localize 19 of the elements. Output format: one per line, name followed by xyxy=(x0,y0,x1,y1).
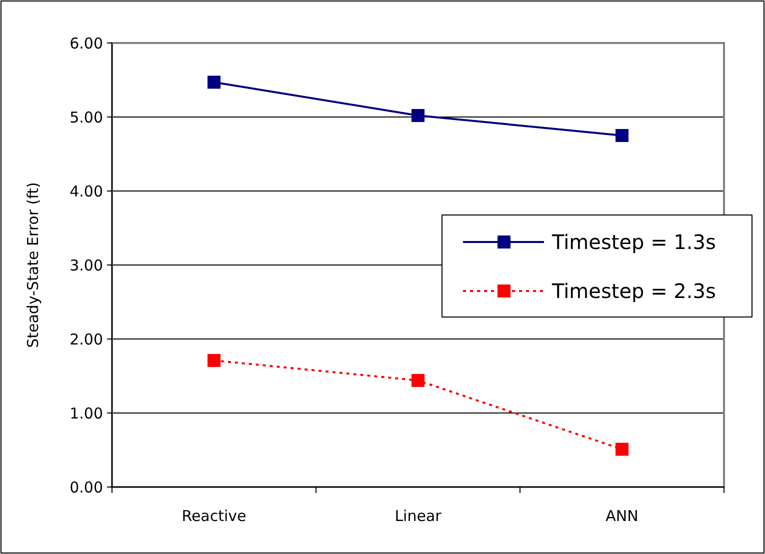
point xyxy=(412,374,424,387)
y-tick-label: 2.00 xyxy=(70,330,103,348)
y-tick-label: 4.00 xyxy=(70,182,103,200)
x-tick-label: ANN xyxy=(606,507,638,525)
legend-label: Timestep = 2.3s xyxy=(551,279,716,303)
point xyxy=(208,76,220,89)
point xyxy=(616,442,628,456)
x-tick-label: Reactive xyxy=(182,507,246,525)
point xyxy=(412,109,424,122)
y-axis-title: Steady-State Error (ft) xyxy=(24,182,42,348)
x-tick-label: Linear xyxy=(394,507,442,525)
point xyxy=(616,129,628,142)
y-tick-label: 1.00 xyxy=(70,404,103,422)
y-tick-label: 6.00 xyxy=(70,34,103,52)
y-tick-label: 5.00 xyxy=(70,108,103,126)
y-tick-label: 3.00 xyxy=(70,256,103,274)
point xyxy=(208,354,220,367)
y-tick-label: 0.00 xyxy=(70,478,103,496)
legend-label: Timestep = 1.3s xyxy=(551,230,716,254)
